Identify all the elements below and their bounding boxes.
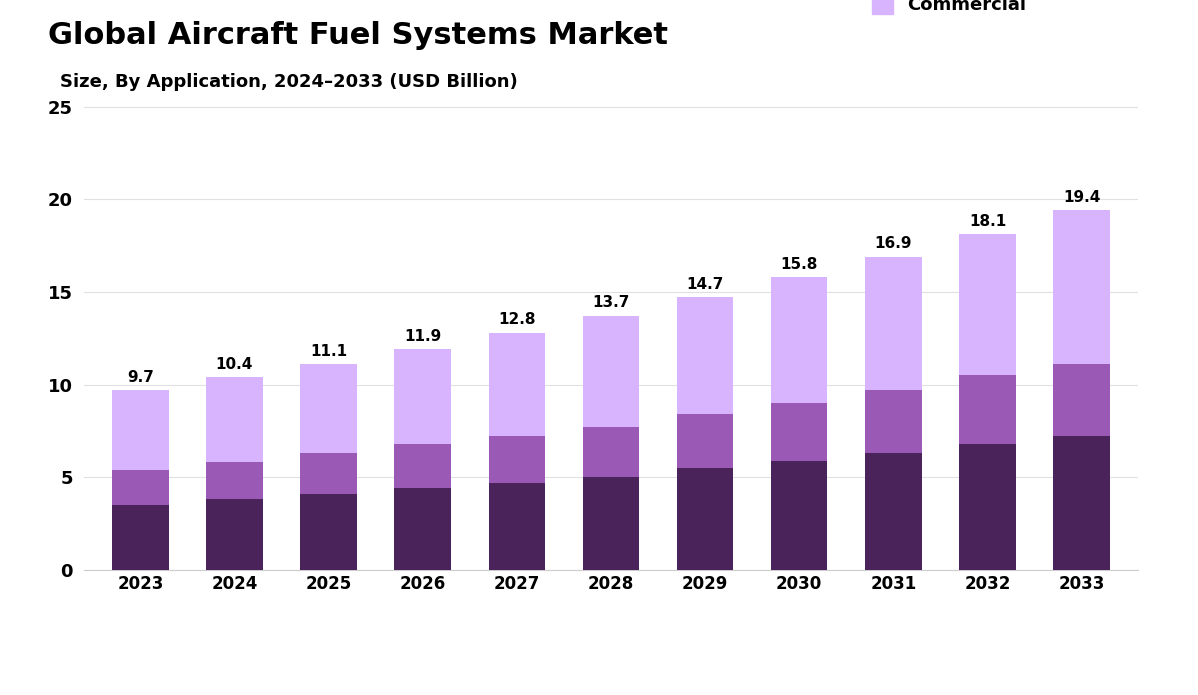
Bar <box>206 377 262 462</box>
Bar <box>582 316 640 427</box>
Bar <box>206 500 262 570</box>
Bar <box>1053 436 1109 570</box>
Bar <box>772 277 828 403</box>
Text: 18.1: 18.1 <box>969 214 1006 229</box>
Bar <box>113 505 169 570</box>
Bar <box>206 462 262 500</box>
Bar <box>301 364 357 453</box>
Text: 9.7: 9.7 <box>127 370 153 384</box>
Text: Size for 2033 in USD:: Size for 2033 in USD: <box>455 662 653 680</box>
Text: $19.4 B: $19.4 B <box>660 625 849 668</box>
Bar <box>489 333 545 436</box>
Text: 11.9: 11.9 <box>404 329 441 344</box>
Bar <box>489 483 545 570</box>
Bar <box>772 403 828 461</box>
Bar <box>677 297 733 414</box>
Bar <box>677 468 733 570</box>
Text: Size, By Application, 2024–2033 (USD Billion): Size, By Application, 2024–2033 (USD Bil… <box>60 73 518 91</box>
Bar <box>489 436 545 483</box>
Bar <box>301 453 357 494</box>
Bar <box>865 390 921 453</box>
Text: Global Aircraft Fuel Systems Market: Global Aircraft Fuel Systems Market <box>48 21 668 50</box>
Text: 14.7: 14.7 <box>686 277 724 292</box>
Text: 13.7: 13.7 <box>592 295 630 311</box>
Bar <box>582 427 640 477</box>
Bar <box>677 414 733 468</box>
Bar <box>113 470 169 505</box>
Bar <box>394 489 450 570</box>
Bar <box>582 477 640 570</box>
Bar <box>1053 211 1109 364</box>
Bar <box>772 461 828 570</box>
Bar <box>113 390 169 470</box>
Bar <box>960 234 1016 375</box>
Text: 7.2%: 7.2% <box>202 625 325 668</box>
Text: 11.1: 11.1 <box>310 343 347 359</box>
Text: market.us: market.us <box>987 637 1097 656</box>
Bar <box>960 444 1016 570</box>
Text: 15.8: 15.8 <box>781 256 818 272</box>
Text: 19.4: 19.4 <box>1063 190 1100 205</box>
Text: The Forecasted Market: The Forecasted Market <box>455 632 671 651</box>
Bar <box>394 350 450 444</box>
Text: 10.4: 10.4 <box>216 357 253 372</box>
Text: At the CAGR of:: At the CAGR of: <box>36 662 182 680</box>
Legend: UAV, Military, Commercial: UAV, Military, Commercial <box>863 0 1035 24</box>
Text: The Market will Grow: The Market will Grow <box>36 632 235 651</box>
Bar <box>394 444 450 489</box>
Bar <box>301 494 357 570</box>
Bar <box>865 256 921 390</box>
Text: 16.9: 16.9 <box>875 236 912 251</box>
Bar <box>865 453 921 570</box>
Text: 12.8: 12.8 <box>498 312 536 327</box>
Bar <box>1053 364 1109 436</box>
Bar <box>960 375 1016 444</box>
